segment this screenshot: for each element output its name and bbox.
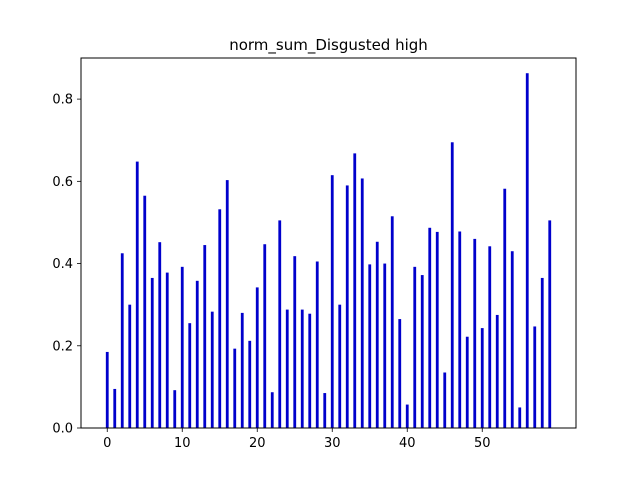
x-tick-label: 10 [174, 436, 191, 451]
bar-59 [548, 220, 552, 428]
bar-40 [405, 404, 409, 428]
bar-7 [158, 242, 162, 428]
bar-58 [540, 277, 544, 428]
bar-15 [218, 209, 222, 428]
bar-46 [450, 142, 454, 428]
bar-35 [368, 264, 372, 428]
y-tick-label: 0.8 [52, 93, 73, 108]
bar-0 [105, 351, 109, 428]
bar-34 [360, 178, 364, 428]
bar-48 [465, 336, 469, 428]
bar-23 [278, 220, 282, 428]
bar-9 [173, 390, 177, 428]
bar-5 [143, 195, 147, 428]
bar-52 [495, 314, 499, 428]
x-axis: 0 10 20 30 40 50 [103, 428, 491, 451]
bar-20 [255, 287, 259, 428]
bar-24 [285, 309, 289, 428]
x-tick-label: 50 [474, 436, 491, 451]
bar-28 [315, 261, 319, 428]
bar-49 [473, 238, 477, 428]
bar-4 [135, 161, 139, 428]
bar-19 [248, 340, 252, 428]
bar-37 [383, 263, 387, 428]
bar-38 [390, 216, 394, 428]
bar-21 [263, 244, 267, 428]
bar-50 [480, 328, 484, 428]
bar-29 [323, 393, 327, 428]
bar-13 [203, 245, 207, 428]
chart-title: norm_sum_Disgusted high [229, 36, 428, 55]
bar-3 [128, 304, 132, 428]
bar-11 [188, 323, 192, 428]
bar-14 [210, 311, 214, 428]
bar-47 [458, 231, 462, 428]
bar-55 [518, 407, 522, 428]
bar-10 [180, 266, 184, 428]
y-tick-label: 0.6 [52, 175, 73, 190]
x-tick-label: 20 [249, 436, 266, 451]
bar-25 [293, 256, 297, 428]
y-tick-label: 0.2 [52, 339, 73, 354]
bar-32 [345, 185, 349, 428]
bar-16 [225, 180, 229, 428]
bar-44 [435, 231, 439, 428]
y-axis: 0.0 0.2 0.4 0.6 0.8 [52, 93, 81, 437]
bars-group [105, 73, 552, 429]
bar-41 [413, 266, 417, 428]
bar-26 [300, 309, 304, 428]
y-tick-label: 0.0 [52, 422, 73, 437]
bar-51 [488, 246, 492, 428]
bar-33 [353, 153, 357, 428]
bar-6 [150, 277, 154, 428]
bar-43 [428, 227, 432, 428]
bar-56 [525, 73, 529, 429]
x-tick-label: 30 [324, 436, 341, 451]
bar-1 [113, 388, 117, 428]
bar-36 [375, 241, 379, 428]
bar-17 [233, 348, 237, 428]
bar-27 [308, 313, 312, 428]
bar-57 [533, 326, 537, 428]
bar-30 [330, 175, 334, 428]
bar-39 [398, 319, 402, 428]
bar-53 [503, 188, 507, 428]
bar-8 [165, 272, 169, 428]
bar-2 [120, 253, 124, 428]
y-tick-label: 0.4 [52, 257, 73, 272]
bar-12 [195, 280, 199, 428]
bar-54 [510, 251, 514, 428]
bar-18 [240, 312, 244, 428]
plot-frame [80, 57, 577, 429]
x-tick-label: 40 [399, 436, 416, 451]
bar-42 [420, 275, 424, 428]
bar-45 [443, 372, 447, 428]
x-tick-label: 0 [103, 436, 111, 451]
bar-22 [270, 392, 274, 428]
bar-31 [338, 304, 342, 428]
